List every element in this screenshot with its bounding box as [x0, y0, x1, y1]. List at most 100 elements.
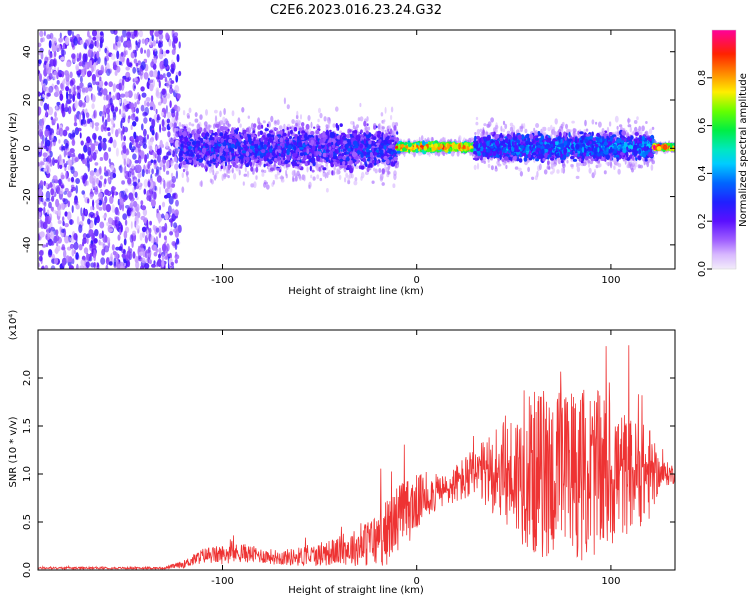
spectrogram-noise-dot: [77, 72, 81, 78]
spectrogram-band-dot: [211, 132, 216, 136]
spectrogram-noise-dot: [85, 112, 90, 118]
spectrogram-halo-dot: [310, 174, 313, 179]
spectrogram-noise-dot: [177, 224, 182, 234]
spectrogram-noise-dot: [71, 258, 75, 265]
spectrogram-noise-dot: [165, 160, 170, 169]
spectrogram-band-dot: [205, 143, 209, 149]
spectrogram-band-dot: [209, 134, 213, 141]
spectrogram-noise-dot: [116, 223, 120, 231]
spectrogram-band-dot: [293, 145, 296, 150]
spectrogram-noise-dot: [117, 210, 120, 216]
spectrogram-halo-dot: [285, 169, 288, 177]
spectrogram-noise-dot: [178, 70, 182, 77]
spectrogram-band-dot: [200, 163, 205, 168]
spectrogram-halo-dot: [208, 166, 213, 174]
spectrogram-noise-dot: [155, 236, 159, 245]
spectrogram-halo-dot: [222, 116, 226, 123]
spectrogram-noise-dot: [72, 170, 79, 178]
spectrogram-noise-dot: [59, 188, 64, 195]
spectrogram-band-dot: [263, 144, 267, 150]
spectrogram-noise-dot: [84, 209, 87, 215]
spectrogram-noise-dot: [84, 142, 90, 149]
spectrogram-band-dot: [373, 152, 378, 156]
spectrogram-noise-dot: [149, 145, 153, 152]
spectrogram-noise-dot: [161, 201, 166, 208]
spectrogram-noise-dot: [83, 247, 89, 255]
spectrogram-noise-dot: [144, 154, 148, 164]
spectrogram-noise-dot: [90, 222, 94, 228]
spectrogram-noise-dot: [49, 150, 53, 158]
spectrogram-halo-dot: [255, 175, 258, 180]
spectrogram-band-dot: [279, 137, 284, 143]
spectrogram-noise-dot: [51, 195, 55, 202]
spectrogram-noise-dot: [48, 249, 53, 256]
spectrogram-noise-dot: [164, 213, 169, 220]
spectrogram-halo-dot: [347, 179, 351, 185]
spectrogram-noise-dot: [89, 193, 93, 200]
spectrogram-noise-dot: [138, 70, 144, 76]
spectrogram-noise-dot: [165, 141, 169, 149]
spectrogram-noise-dot: [149, 37, 152, 46]
spectrogram-noise-dot: [123, 158, 127, 166]
spectrogram-noise-dot: [98, 192, 103, 199]
spectrogram-noise-dot: [118, 36, 121, 42]
spectrogram-noise-dot: [69, 80, 74, 87]
spectrogram-noise-dot: [161, 119, 165, 128]
spectrogram-noise-dot: [106, 222, 110, 227]
spectrogram-noise-dot: [41, 265, 45, 269]
spectrogram-noise-dot: [94, 229, 99, 237]
spectrogram-noise-dot: [99, 221, 105, 229]
spectrogram-band-dot: [253, 123, 257, 129]
spectrogram-noise-dot: [132, 153, 137, 160]
spectrogram-halo-dot: [188, 107, 192, 114]
spectrogram-noise-dot: [51, 43, 56, 53]
spectrogram-band-dot: [329, 129, 332, 133]
spectrogram-noise-dot: [68, 265, 74, 269]
spectrogram-noise-dot: [166, 118, 171, 124]
spectrogram-band-dot: [260, 143, 264, 148]
spectrogram-noise-dot: [118, 82, 122, 91]
spectrogram-halo-dot: [303, 174, 306, 182]
spectrogram-noise-dot: [104, 57, 107, 66]
spectrogram-band-dot: [201, 147, 207, 154]
spectrogram-halo-dot: [326, 171, 329, 179]
spectrogram-noise-dot: [62, 129, 68, 137]
spectrogram-noise-dot: [77, 40, 80, 45]
spectrogram-halo-dot: [263, 182, 267, 188]
spectrogram-halo-dot: [223, 172, 227, 180]
spectrogram-band-dot: [194, 147, 198, 154]
spectrogram-noise-dot: [116, 261, 121, 269]
spectrogram-band-dot: [179, 128, 183, 132]
spectrogram-noise-dot: [105, 264, 109, 269]
spectrogram-halo-dot: [395, 162, 399, 169]
spectrogram-noise-dot: [111, 109, 117, 115]
spectrogram-band-dot: [239, 166, 243, 169]
spectrogram-noise-dot: [175, 251, 178, 257]
spectrogram-noise-dot: [122, 78, 125, 86]
spectrogram-noise-dot: [108, 94, 112, 100]
spectrogram-band-dot: [297, 136, 300, 141]
spectrogram-band-dot: [368, 140, 372, 145]
spectrogram-band-dot: [242, 129, 247, 133]
spectrogram-noise-dot: [165, 105, 168, 114]
spectrogram-noise-dot: [130, 221, 133, 229]
spectrogram-noise-dot: [132, 146, 136, 151]
spectrogram-halo-dot: [283, 123, 286, 130]
chart-title: C2E6.2023.016.23.24.G32: [270, 3, 442, 18]
spectrogram-noise-dot: [78, 224, 83, 234]
spectrogram-noise-dot: [158, 30, 163, 35]
spectrogram-band-dot: [331, 138, 335, 142]
spectrogram-noise-dot: [69, 218, 73, 226]
spectrogram-noise-dot: [98, 233, 103, 240]
spectrogram-band-dot: [184, 136, 189, 143]
spectrogram-noise-dot: [158, 247, 162, 253]
spectrogram-band-dot: [188, 145, 193, 150]
spectrogram-noise-dot: [163, 235, 167, 241]
spectrogram-noise-dot: [48, 72, 53, 80]
spectrogram-band-dot: [315, 135, 319, 141]
spectrogram-noise-dot: [55, 86, 59, 95]
spectrogram-band-dot: [385, 132, 388, 137]
spectrogram-noise-dot: [117, 234, 121, 241]
spectrogram-noise-dot: [164, 188, 169, 194]
spectrogram-band-dot: [360, 152, 364, 157]
